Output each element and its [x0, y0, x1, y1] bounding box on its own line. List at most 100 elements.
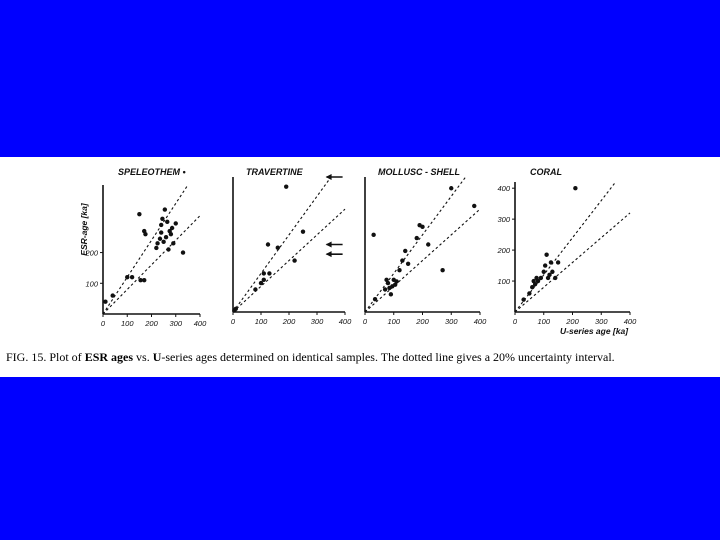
panel-4-reference-line-2	[514, 212, 631, 313]
panel-4-data-point	[555, 260, 561, 265]
panel-4-x-tick-label: 100	[537, 317, 550, 326]
panel-2-reference-line-2	[232, 208, 346, 313]
panel-1-data-point	[103, 299, 108, 304]
panel-3-data-point	[414, 235, 419, 241]
panel-3-reference-line-1	[364, 176, 467, 313]
panel-4-y-tick-label: 200	[496, 246, 510, 255]
panel-1-x-tick-label: 400	[194, 319, 207, 328]
panel-1-data-point	[163, 235, 169, 240]
panel-3-data-point	[372, 296, 378, 302]
panel-3-data-point	[400, 258, 405, 263]
panel-3-data-point	[371, 232, 376, 238]
panel-4-x-tick-label: 200	[565, 317, 579, 326]
panel-1-x-tick-label: 300	[169, 319, 182, 328]
panel-3-x-tick-label: 100	[387, 317, 400, 326]
panel-3-x-tick-label: 200	[415, 317, 429, 326]
panel-4-data-point	[538, 275, 544, 281]
panel-1-data-point	[143, 231, 148, 237]
panel-2-x-tick-label: 100	[255, 317, 268, 326]
panel-2-x-tick-label: 200	[282, 317, 296, 326]
panel-1-y-tick-label: 200	[84, 249, 98, 258]
panel-4-data-point	[553, 275, 558, 281]
panel-3-data-point	[403, 248, 408, 254]
caption-mid: vs.	[133, 350, 153, 364]
panel-3-x-tick-label: 300	[445, 317, 458, 326]
panel-1-y-tick-label: 100	[85, 279, 98, 288]
panel-2-data-point	[292, 258, 297, 263]
panel-1-data-point	[159, 222, 164, 228]
panel-1-x-tick-label: 0	[101, 319, 106, 328]
panel-3-data-point	[472, 203, 477, 209]
panel-1-data-point	[180, 250, 186, 255]
panel-4-data-point	[541, 269, 546, 274]
panel-2-x-tick-label: 400	[339, 317, 352, 326]
panel-1-reference-line-1	[102, 184, 189, 315]
panel-1-x-tick-label: 200	[144, 319, 158, 328]
panel-2-data-point	[265, 242, 271, 247]
panel-4-y-tick-label: 400	[497, 184, 510, 193]
panel-1-data-point	[138, 278, 143, 283]
panel-2-data-point	[233, 306, 238, 311]
panel-3-data-point	[405, 261, 411, 266]
panel-4-data-point	[521, 297, 526, 302]
panel-1-data-point	[157, 236, 163, 241]
panel-2-data-point	[267, 271, 272, 276]
panel-2-data-point	[275, 245, 280, 250]
panel-4-data-point	[542, 263, 548, 268]
panel-1-data-point	[166, 247, 171, 252]
panel-2-data-point	[258, 280, 264, 286]
caption-prefix: FIG. 15. Plot of	[6, 350, 85, 364]
panel-4-title: CORAL	[530, 167, 562, 177]
panel-4-x-axis-label: U-series age [ka]	[560, 326, 629, 336]
panel-4-y-tick-label: 300	[497, 215, 510, 224]
panel-2-data-point	[300, 229, 306, 234]
panel-2-x-tick-label: 300	[311, 317, 324, 326]
panel-3-x-tick-label: 0	[363, 317, 368, 326]
panel-1-data-point	[129, 274, 135, 280]
panel-3-data-point	[420, 224, 425, 230]
panel-1-y-axis-label: ESR-age [ka]	[79, 202, 89, 256]
panel-1-data-point	[169, 225, 175, 231]
panel-1-data-point	[173, 221, 178, 226]
panel-3-data-point	[449, 186, 454, 191]
panel-1-data-point	[155, 241, 160, 246]
panel-1-data-point	[142, 278, 147, 283]
panel-1-data-point	[165, 219, 170, 225]
panel-4-data-point	[547, 272, 552, 278]
panel-1-data-point	[168, 231, 174, 237]
panel-3-title: MOLLUSC - SHELL	[378, 167, 460, 177]
panel-2-arrow-head	[325, 251, 332, 258]
caption-bold-u: U	[152, 350, 162, 364]
panel-3-data-point	[440, 268, 445, 273]
panel-3-data-point	[426, 242, 431, 247]
caption-suffix: -series ages determined on identical sam…	[161, 350, 615, 364]
panel-3-data-point	[385, 280, 391, 286]
panel-4-reference-line-1	[514, 181, 617, 313]
panel-3-data-point	[388, 292, 394, 297]
caption-bold-esr: ESR ages	[84, 350, 134, 364]
panel-1-data-point	[110, 293, 115, 298]
figure-panel: SPELEOTHEM • 0 100 200 300 400 100 200 ESR-age […	[0, 157, 720, 377]
panel-2-arrow-head	[325, 174, 332, 180]
panel-4-data-point	[544, 252, 549, 257]
panel-2-title: TRAVERTINE	[246, 167, 304, 177]
panel-1-data-point	[171, 241, 176, 246]
panel-4-data-point	[532, 281, 538, 287]
panel-2-reference-line-1	[232, 176, 332, 313]
panel-3-data-point	[382, 287, 388, 292]
panel-4-data-point	[527, 291, 532, 296]
panel-2-x-tick-label: 0	[231, 317, 236, 326]
panel-4-y-tick-label: 100	[497, 277, 510, 286]
panel-4-x-tick-label: 0	[513, 317, 518, 326]
panel-3-data-point	[397, 268, 402, 273]
panel-1-data-point	[160, 216, 165, 221]
panel-4-data-point	[530, 285, 535, 290]
panel-4-data-point	[550, 269, 555, 274]
panel-2-data-point	[284, 184, 289, 189]
panel-2-arrow-head	[325, 241, 332, 248]
panel-3-reference-line-2	[364, 208, 481, 313]
panel-4-x-tick-label: 300	[595, 317, 608, 326]
panel-4-data-point	[573, 185, 578, 191]
panel-4-data-point	[535, 278, 541, 284]
